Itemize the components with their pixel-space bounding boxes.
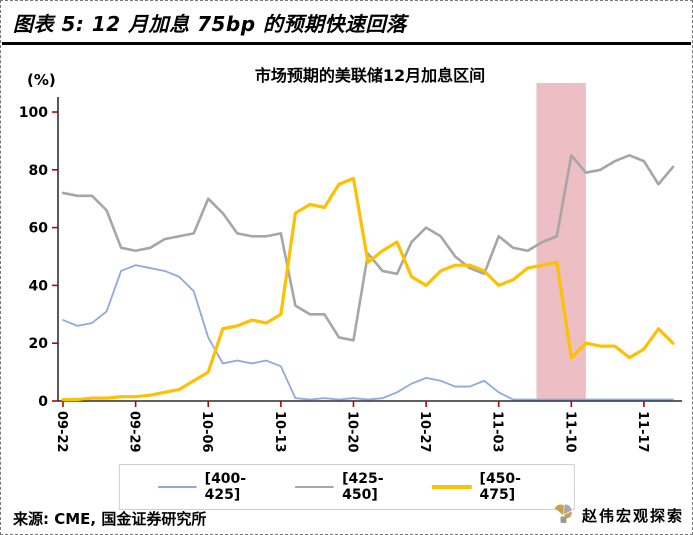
legend-label: [425-450] [342, 471, 384, 503]
legend-item: [400-425] [157, 471, 260, 503]
footer: 来源: CME, 国金证券研究所 赵伟宏观探索 [13, 501, 684, 529]
x-tick-label: 10-13 [272, 411, 287, 453]
legend-swatch [294, 485, 335, 489]
watermark-logo-icon [551, 501, 575, 529]
source-text: 来源: CME, 国金证券研究所 [13, 510, 207, 528]
legend-label: [450-475] [479, 471, 521, 503]
x-tick-label: 11-03 [490, 411, 505, 453]
series-line-[450-475] [61, 176, 675, 402]
y-tick-label: 80 [29, 163, 49, 179]
legend-item: [450-475] [432, 471, 535, 503]
y-tick-label: 0 [38, 394, 48, 410]
watermark: 赵伟宏观探索 [551, 501, 684, 529]
chart-title: 市场预期的美联储12月加息区间 [255, 66, 485, 85]
legend-item: [425-450] [294, 471, 398, 503]
y-tick-label: 60 [29, 221, 49, 237]
legend-label: [400-425] [204, 471, 247, 503]
x-tick-label: 09-29 [127, 411, 142, 453]
legend-swatch [432, 485, 472, 489]
y-tick-label: 100 [19, 105, 48, 121]
legend-swatch [157, 486, 197, 488]
y-axis-unit-label: (%) [27, 71, 56, 89]
watermark-text: 赵伟宏观探索 [581, 506, 684, 525]
x-tick-label: 10-06 [199, 411, 214, 453]
chart-legend: [400-425] [425-450] [450-475] [118, 464, 575, 510]
x-tick-label: 09-22 [54, 411, 69, 453]
x-tick-label: 10-20 [344, 411, 359, 453]
figure-title: 图表 5: 12 月加息 75bp 的预期快速回落 [13, 12, 407, 36]
chart-canvas: 0 20 40 60 80 100 09-22 09-29 10-06 10-13 10-20 10-… [19, 66, 682, 453]
x-tick-label: 10-27 [417, 411, 432, 453]
series-line-[400-425] [62, 264, 674, 401]
y-tick-label: 40 [29, 278, 49, 294]
x-tick-label: 11-17 [635, 411, 650, 453]
title-underline [2, 42, 691, 45]
y-tick-label: 20 [29, 336, 49, 352]
x-tick-label: 11-10 [562, 411, 577, 453]
